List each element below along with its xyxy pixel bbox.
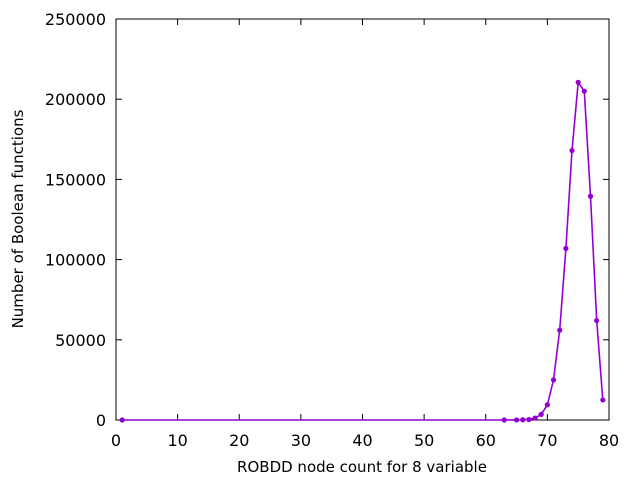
data-point xyxy=(587,193,594,199)
y-tick-label: 100000 xyxy=(45,251,106,270)
data-point xyxy=(544,402,550,408)
y-tick-label: 150000 xyxy=(45,170,106,189)
y-tick-label: 50000 xyxy=(55,331,106,350)
x-tick-label: 80 xyxy=(599,431,619,450)
data-point xyxy=(575,79,581,85)
y-tick-label: 250000 xyxy=(45,10,106,29)
x-tick-label: 50 xyxy=(414,431,434,450)
x-tick-label: 40 xyxy=(352,431,372,450)
data-point xyxy=(538,411,544,417)
data-point xyxy=(526,416,532,423)
x-tick-label: 20 xyxy=(229,431,249,450)
data-point xyxy=(119,417,125,423)
x-tick-label: 30 xyxy=(291,431,311,450)
y-tick-label: 0 xyxy=(96,411,106,430)
data-point xyxy=(557,327,563,333)
data-point xyxy=(563,245,569,251)
data-point xyxy=(520,417,526,423)
plot-frame xyxy=(115,18,610,421)
x-tick-label: 70 xyxy=(537,431,557,450)
data-point xyxy=(600,397,606,403)
data-point xyxy=(594,317,600,324)
y-tick-label: 200000 xyxy=(45,90,106,109)
data-point xyxy=(581,88,587,94)
data-point xyxy=(513,417,520,423)
x-tick-label: 0 xyxy=(111,431,121,450)
x-tick-label: 60 xyxy=(476,431,496,450)
data-point xyxy=(550,377,557,383)
x-axis-label: ROBDD node count for 8 variable xyxy=(237,458,487,476)
x-tick-label: 10 xyxy=(167,431,187,450)
data-point xyxy=(532,415,538,421)
series-line xyxy=(122,81,604,421)
data-point xyxy=(569,147,575,154)
data-point xyxy=(501,417,507,423)
series-layer xyxy=(119,79,606,423)
axis-ticks: 0 10 20 30 40 50 60 70 80 0 50000 100000 150000 20000… xyxy=(45,10,619,450)
y-axis-label: Number of Boolean functions xyxy=(9,109,27,328)
